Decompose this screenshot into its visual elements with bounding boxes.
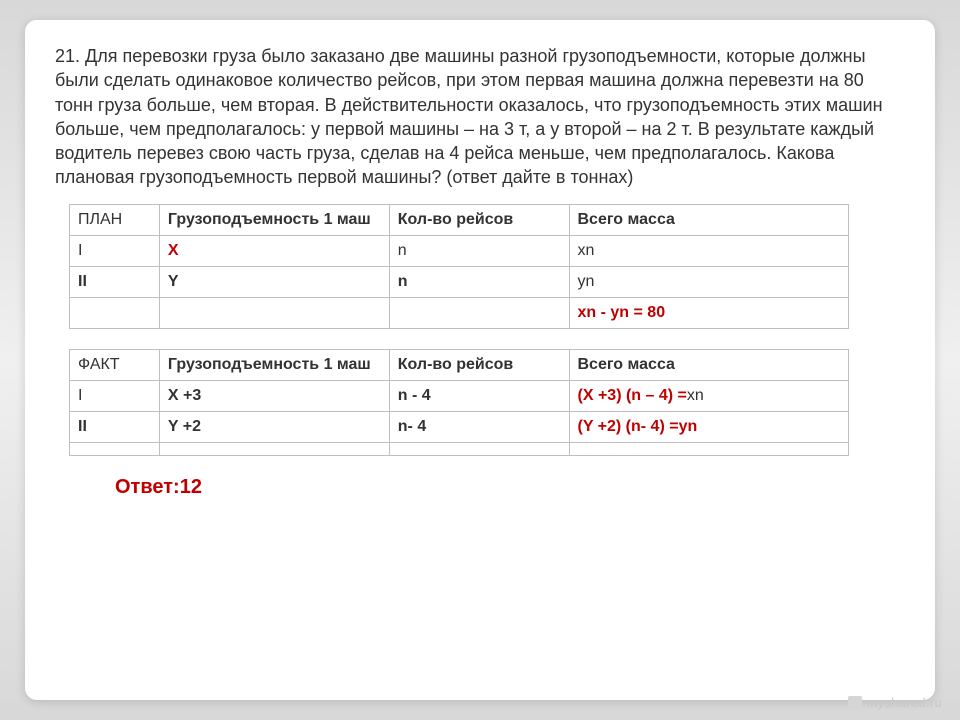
plan-header-2: Грузоподъемность 1 маш	[159, 204, 389, 235]
plan-r2c1: II	[70, 266, 160, 297]
table-fact: ФАКТ Грузоподъемность 1 маш Кол-во рейсо…	[69, 349, 849, 456]
plan-r3c4: xn - yn = 80	[569, 297, 849, 328]
fact-r2c4-res: yn	[679, 418, 698, 435]
plan-header-3: Кол-во рейсов	[389, 204, 569, 235]
fact-r2c4: (Y +2) (n- 4) =yn	[569, 411, 849, 442]
plan-r3c2	[159, 297, 389, 328]
fact-header-2: Грузоподъемность 1 маш	[159, 349, 389, 380]
fact-r1c4-res: xn	[687, 387, 704, 404]
fact-r3c2	[159, 442, 389, 455]
fact-header-3: Кол-во рейсов	[389, 349, 569, 380]
slide-card: 21. Для перевозки груза было заказано дв…	[25, 20, 935, 700]
fact-r2c2: Y +2	[159, 411, 389, 442]
plan-r1c3: n	[389, 235, 569, 266]
plan-header-4: Всего масса	[569, 204, 849, 235]
fact-r1c4-expr: (X +3) (n – 4) =	[578, 387, 687, 404]
plan-header-1: ПЛАН	[70, 204, 160, 235]
watermark-icon	[848, 696, 862, 710]
plan-r2c4: yn	[569, 266, 849, 297]
problem-text: 21. Для перевозки груза было заказано дв…	[55, 44, 905, 190]
fact-header-4: Всего масса	[569, 349, 849, 380]
plan-r3c3	[389, 297, 569, 328]
watermark: myshared.ru	[848, 695, 942, 710]
plan-r1c2: X	[159, 235, 389, 266]
fact-r1c4: (X +3) (n – 4) =xn	[569, 380, 849, 411]
fact-r3c1	[70, 442, 160, 455]
plan-r3c1	[70, 297, 160, 328]
fact-r1c3: n - 4	[389, 380, 569, 411]
fact-r2c3: n- 4	[389, 411, 569, 442]
watermark-text: myshared.ru	[866, 695, 942, 710]
answer-text: Ответ:12	[115, 476, 905, 499]
fact-r1c2: X +3	[159, 380, 389, 411]
plan-r1c1: I	[70, 235, 160, 266]
plan-r2c2: Y	[159, 266, 389, 297]
fact-header-1: ФАКТ	[70, 349, 160, 380]
plan-r1c4: xn	[569, 235, 849, 266]
fact-r2c4-expr: (Y +2) (n- 4) =	[578, 418, 679, 435]
fact-r3c3	[389, 442, 569, 455]
fact-r1c1: I	[70, 380, 160, 411]
table-plan: ПЛАН Грузоподъемность 1 маш Кол-во рейсо…	[69, 204, 849, 329]
plan-r2c3: n	[389, 266, 569, 297]
fact-r3c4	[569, 442, 849, 455]
fact-r2c1: II	[70, 411, 160, 442]
